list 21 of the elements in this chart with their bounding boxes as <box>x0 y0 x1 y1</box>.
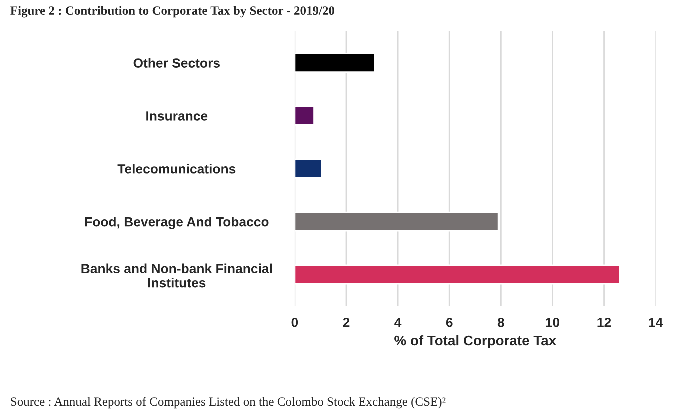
bar <box>294 53 376 73</box>
x-tick-label: 6 <box>446 318 453 328</box>
y-tick-label: Other Sectors <box>134 58 220 68</box>
y-tick-label: Telecomunications <box>118 164 236 174</box>
y-tick-label: Insurance <box>146 112 208 121</box>
bar <box>294 264 620 285</box>
bar <box>294 158 323 179</box>
bar <box>294 212 500 232</box>
x-tick-label: 10 <box>546 318 560 328</box>
bar <box>294 106 315 126</box>
x-axis-title: % of Total Corporate Tax <box>394 335 556 348</box>
x-tick-label: 12 <box>598 318 612 328</box>
source-note: Source : Annual Reports of Companies Listed on the Colombo Stock Exchange (CSE)² <box>11 397 446 409</box>
y-tick-label: Food, Beverage And Tobacco <box>85 217 269 230</box>
x-tick-label: 4 <box>394 318 402 328</box>
x-tick-label: 8 <box>498 318 504 328</box>
x-tick-label: 0 <box>292 318 298 328</box>
y-tick-label: Banks and Non-bank Financial Institutes <box>82 264 272 288</box>
x-tick-label: 14 <box>649 318 664 328</box>
x-tick-label: 2 <box>343 318 350 328</box>
text: Figure 2 : Contribution to Corporate Tax by Sector - 2019/20 <box>10 6 334 18</box>
